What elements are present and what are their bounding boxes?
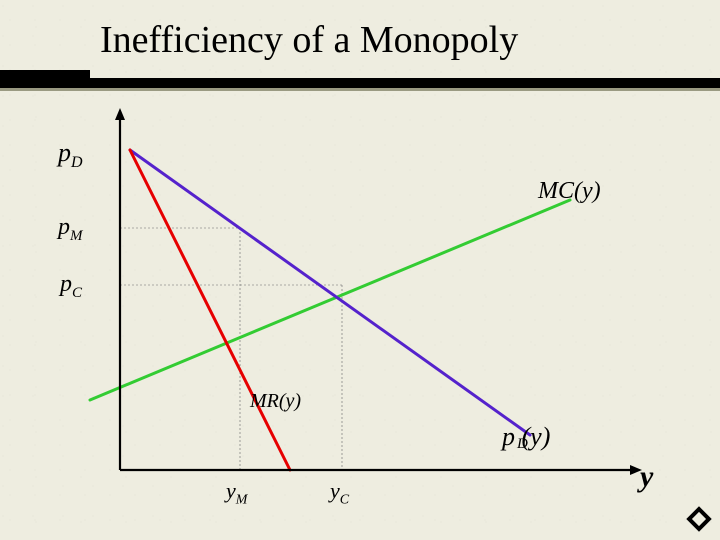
chart-svg bbox=[50, 110, 680, 520]
label-y-axis: y bbox=[640, 460, 653, 494]
label-MC: MC(y) bbox=[538, 178, 601, 205]
title-accent-left bbox=[0, 70, 90, 78]
label-MR: MR(y) bbox=[250, 390, 301, 413]
title-underline-dark bbox=[0, 78, 720, 88]
label-pDy: p (y) D bbox=[502, 422, 550, 452]
slide-title: Inefficiency of a Monopoly bbox=[100, 18, 518, 62]
label-yM: yM bbox=[226, 478, 247, 508]
label-pD: pD bbox=[58, 138, 83, 172]
label-yC: yC bbox=[330, 478, 349, 508]
title-underline-light bbox=[0, 88, 720, 91]
label-pM: pM bbox=[58, 214, 83, 245]
corner-ornament-icon bbox=[686, 506, 711, 531]
label-pC: pC bbox=[60, 271, 82, 302]
monopoly-chart: pD pM pC yM yC y MC(y) MR(y) p (y) D bbox=[50, 110, 680, 520]
